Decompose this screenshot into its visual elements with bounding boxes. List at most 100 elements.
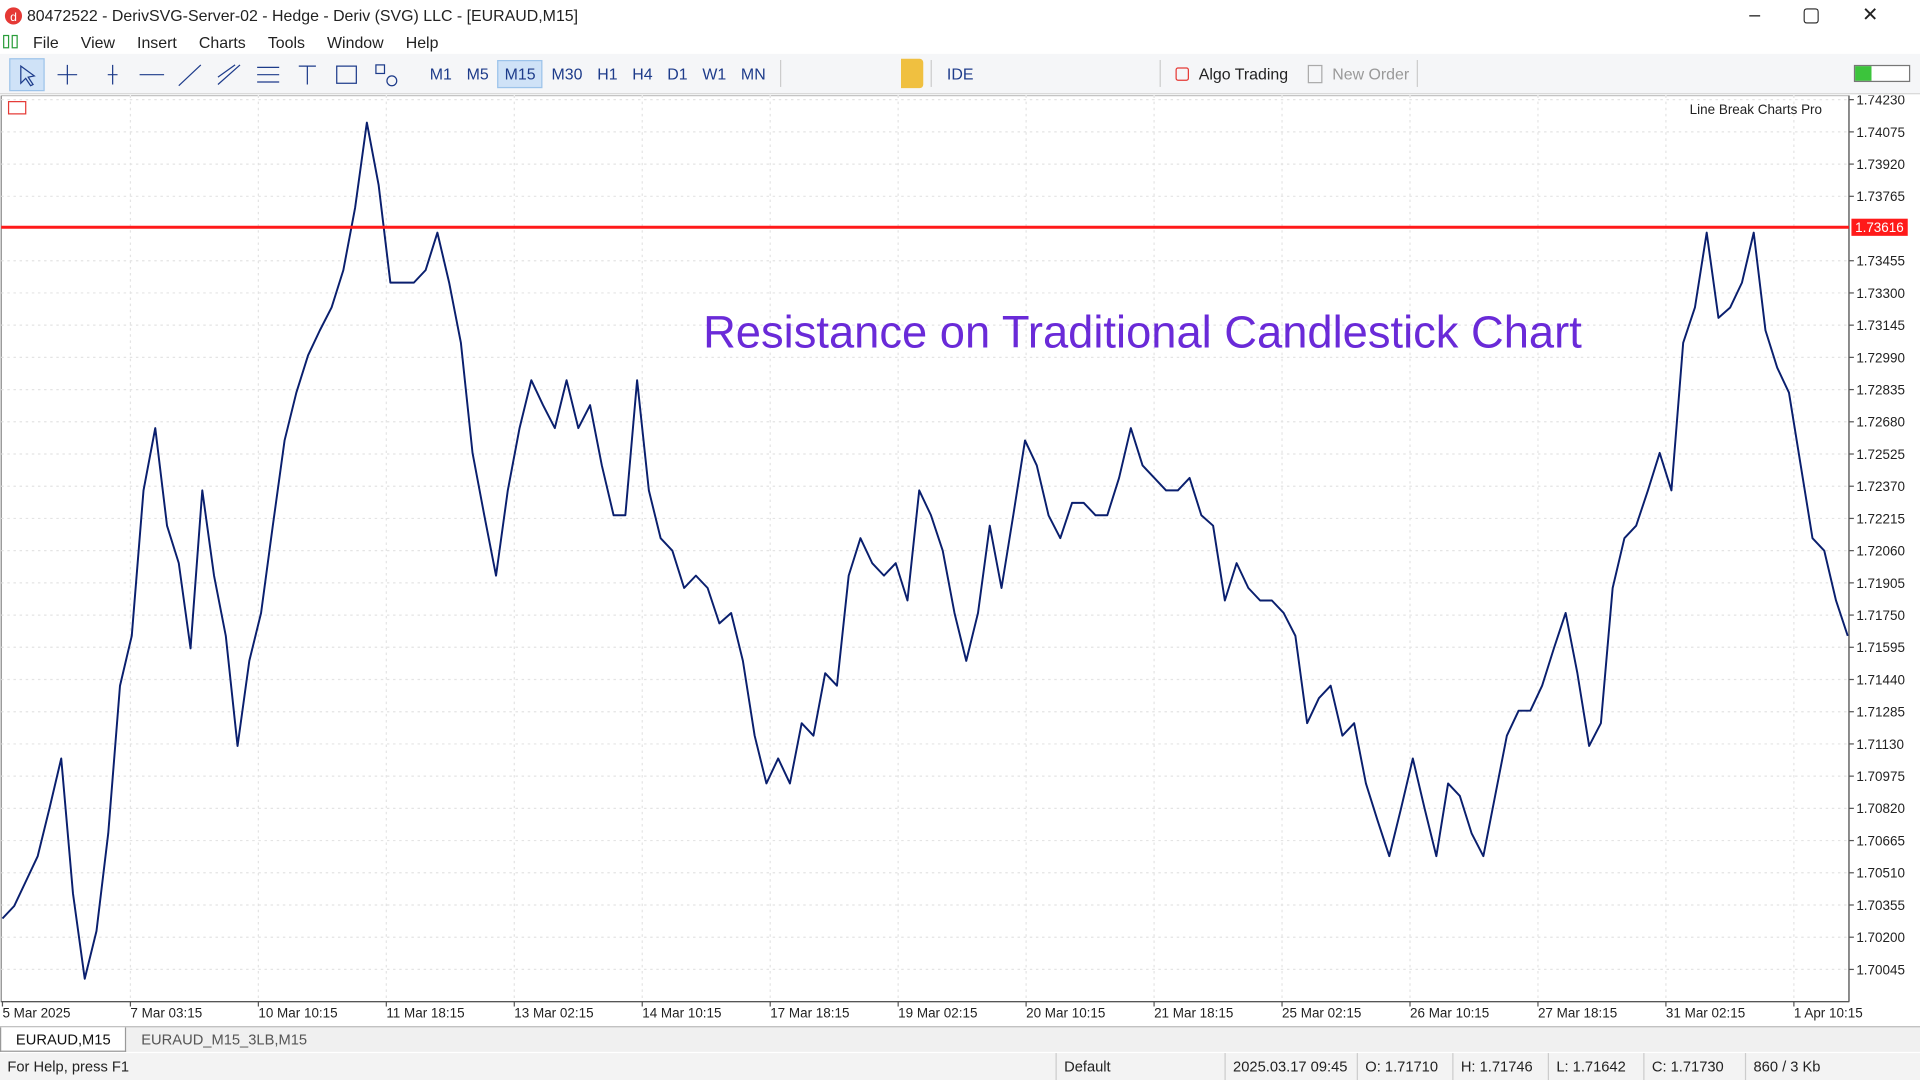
status-close: C: 1.71730 <box>1643 1053 1745 1080</box>
y-tick-label: 1.72370 <box>1856 479 1905 494</box>
timeframe-button[interactable]: H4 <box>632 64 653 83</box>
separator <box>1416 60 1418 87</box>
y-tick-label: 1.70665 <box>1856 833 1905 848</box>
y-tick-label: 1.71440 <box>1856 672 1905 687</box>
y-tick-label: 1.71130 <box>1856 737 1904 752</box>
chart-tab[interactable]: EURAUD_M15_3LB,M15 <box>141 1031 308 1049</box>
new-order-button[interactable]: New Order <box>1332 64 1410 83</box>
status-profile: Default <box>1055 1053 1225 1080</box>
price-chart[interactable]: 5 Mar 2025 7 Mar 03:15 10 Mar 10:15 11 Mar … <box>0 95 1920 1027</box>
y-tick-label: 1.72990 <box>1856 350 1905 365</box>
x-tick-label: 14 Mar 10:15 <box>642 1006 721 1021</box>
menu-item[interactable]: Window <box>327 32 384 51</box>
y-tick-label: 1.74075 <box>1856 125 1905 140</box>
x-tick-label: 31 Mar 02:15 <box>1666 1006 1745 1021</box>
window-title: 80472522 - DerivSVG-Server-02 - Hedge - … <box>26 5 579 24</box>
ide-button[interactable]: IDE <box>946 64 974 83</box>
drawing-tools[interactable] <box>0 55 422 92</box>
title-bar: d 80472522 - DerivSVG-Server-02 - Hedge … <box>0 0 1920 30</box>
y-tick-label: 1.71595 <box>1856 640 1905 655</box>
y-tick-label: 1.70200 <box>1856 930 1905 945</box>
x-tick-label: 11 Mar 18:15 <box>386 1006 464 1021</box>
y-tick-label: 1.70045 <box>1856 962 1905 977</box>
menu-item[interactable]: View <box>80 32 115 51</box>
toolbar: M1 M5 M15 M30 H1 H4 D1 W1 MN IDE Algo Trading New O… <box>0 53 1920 95</box>
timeframe-button[interactable]: M30 <box>551 64 583 83</box>
menu-item[interactable]: File <box>33 32 59 51</box>
x-tick-label: 21 Mar 18:15 <box>1154 1006 1233 1021</box>
menu-item[interactable]: Charts <box>198 32 246 51</box>
resistance-price-label: 1.73616 <box>1855 220 1904 235</box>
y-tick-label: 1.74230 <box>1856 96 1905 108</box>
timeframe-button[interactable]: W1 <box>702 64 727 83</box>
window-controls[interactable]: –▢✕ <box>1749 4 1920 26</box>
toolbar-icons <box>981 61 1152 85</box>
signal-meter <box>1853 64 1911 83</box>
menu-icon <box>3 34 18 49</box>
y-tick-label: 1.73765 <box>1856 189 1905 204</box>
plot-area <box>0 95 1850 1003</box>
timeframe-button[interactable]: D1 <box>667 64 688 83</box>
y-tick-label: 1.72060 <box>1856 544 1905 559</box>
svg-text:d: d <box>10 10 17 24</box>
new-order-icon <box>1307 64 1323 83</box>
separator <box>930 60 933 87</box>
menu-item[interactable]: Insert <box>137 32 177 51</box>
toolbar-right-icons[interactable] <box>1425 61 1854 85</box>
x-tick-label: 17 Mar 18:15 <box>770 1006 849 1021</box>
x-tick-label: 20 Mar 10:15 <box>1026 1006 1105 1021</box>
status-time: 2025.03.17 09:45 <box>1224 1053 1356 1080</box>
timeframe-button[interactable]: M15 <box>497 59 543 88</box>
chart-tabs: EURAUD,M15 EURAUD_M15_3LB,M15 <box>0 1026 1920 1052</box>
y-tick-label: 1.72835 <box>1856 382 1905 397</box>
algo-trading-button[interactable]: Algo Trading <box>1198 64 1289 83</box>
y-tick-label: 1.71285 <box>1856 705 1905 720</box>
x-tick-label: 19 Mar 02:15 <box>898 1006 977 1021</box>
timeframe-button[interactable]: H1 <box>597 64 618 83</box>
menu-item[interactable]: Tools <box>267 32 305 51</box>
x-tick-label: 26 Mar 10:15 <box>1410 1006 1489 1021</box>
menu-bar: File View Insert Charts Tools Window Help <box>0 29 1920 53</box>
y-tick-label: 1.71750 <box>1856 608 1905 623</box>
indicator-label: Line Break Charts Pro <box>1690 102 1822 117</box>
y-tick-label: 1.70355 <box>1856 898 1905 913</box>
x-tick-label: 10 Mar 10:15 <box>258 1006 337 1021</box>
status-low: L: 1.71642 <box>1547 1053 1644 1080</box>
chart-annotation: Resistance on Traditional Candlestick Ch… <box>703 307 1582 358</box>
x-tick-label: 13 Mar 02:15 <box>514 1006 593 1021</box>
chart-menu-icon <box>7 101 27 115</box>
y-tick-label: 1.73920 <box>1856 157 1905 172</box>
status-help: For Help, press F1 <box>7 1057 130 1076</box>
x-tick-label: 7 Mar 03:15 <box>130 1006 202 1021</box>
y-tick-label: 1.72215 <box>1856 511 1905 526</box>
timeframe-button[interactable]: MN <box>740 64 766 83</box>
resistance-price-box <box>1851 218 1908 236</box>
y-tick-label: 1.73145 <box>1856 318 1905 333</box>
y-tick-label: 1.70975 <box>1856 769 1905 784</box>
y-tick-label: 1.70510 <box>1856 866 1905 881</box>
x-tick-label: 5 Mar 2025 <box>2 1006 70 1021</box>
y-tick-label: 1.71905 <box>1856 576 1905 591</box>
x-tick-label: 25 Mar 02:15 <box>1282 1006 1361 1021</box>
separator <box>780 60 782 87</box>
price-line <box>1 121 1849 980</box>
menu-item[interactable]: Help <box>405 32 439 51</box>
timeframe-button[interactable]: M5 <box>466 64 489 83</box>
separator <box>1159 60 1161 87</box>
y-tick-label: 1.72680 <box>1856 415 1905 430</box>
algo-icon <box>1175 66 1189 81</box>
status-traffic: 860 / 3 Kb <box>1744 1053 1883 1080</box>
y-tick-label: 1.70820 <box>1856 801 1905 816</box>
y-tick-label: 1.73455 <box>1856 254 1905 269</box>
chart-tab[interactable]: EURAUD,M15 <box>0 1027 127 1052</box>
x-tick-label: 1 Apr 10:15 <box>1794 1006 1863 1021</box>
status-bar: For Help, press F1 Default 2025.03.17 09:4… <box>0 1053 1920 1080</box>
x-tick-label: 27 Mar 18:15 <box>1538 1006 1617 1021</box>
timeframe-button[interactable]: M1 <box>429 64 452 83</box>
y-tick-label: 1.72525 <box>1856 447 1905 462</box>
chart-type-buttons[interactable] <box>788 58 924 89</box>
status-high: H: 1.71746 <box>1452 1053 1548 1080</box>
status-open: O: 1.71710 <box>1356 1053 1453 1080</box>
y-tick-label: 1.73300 <box>1856 286 1905 301</box>
